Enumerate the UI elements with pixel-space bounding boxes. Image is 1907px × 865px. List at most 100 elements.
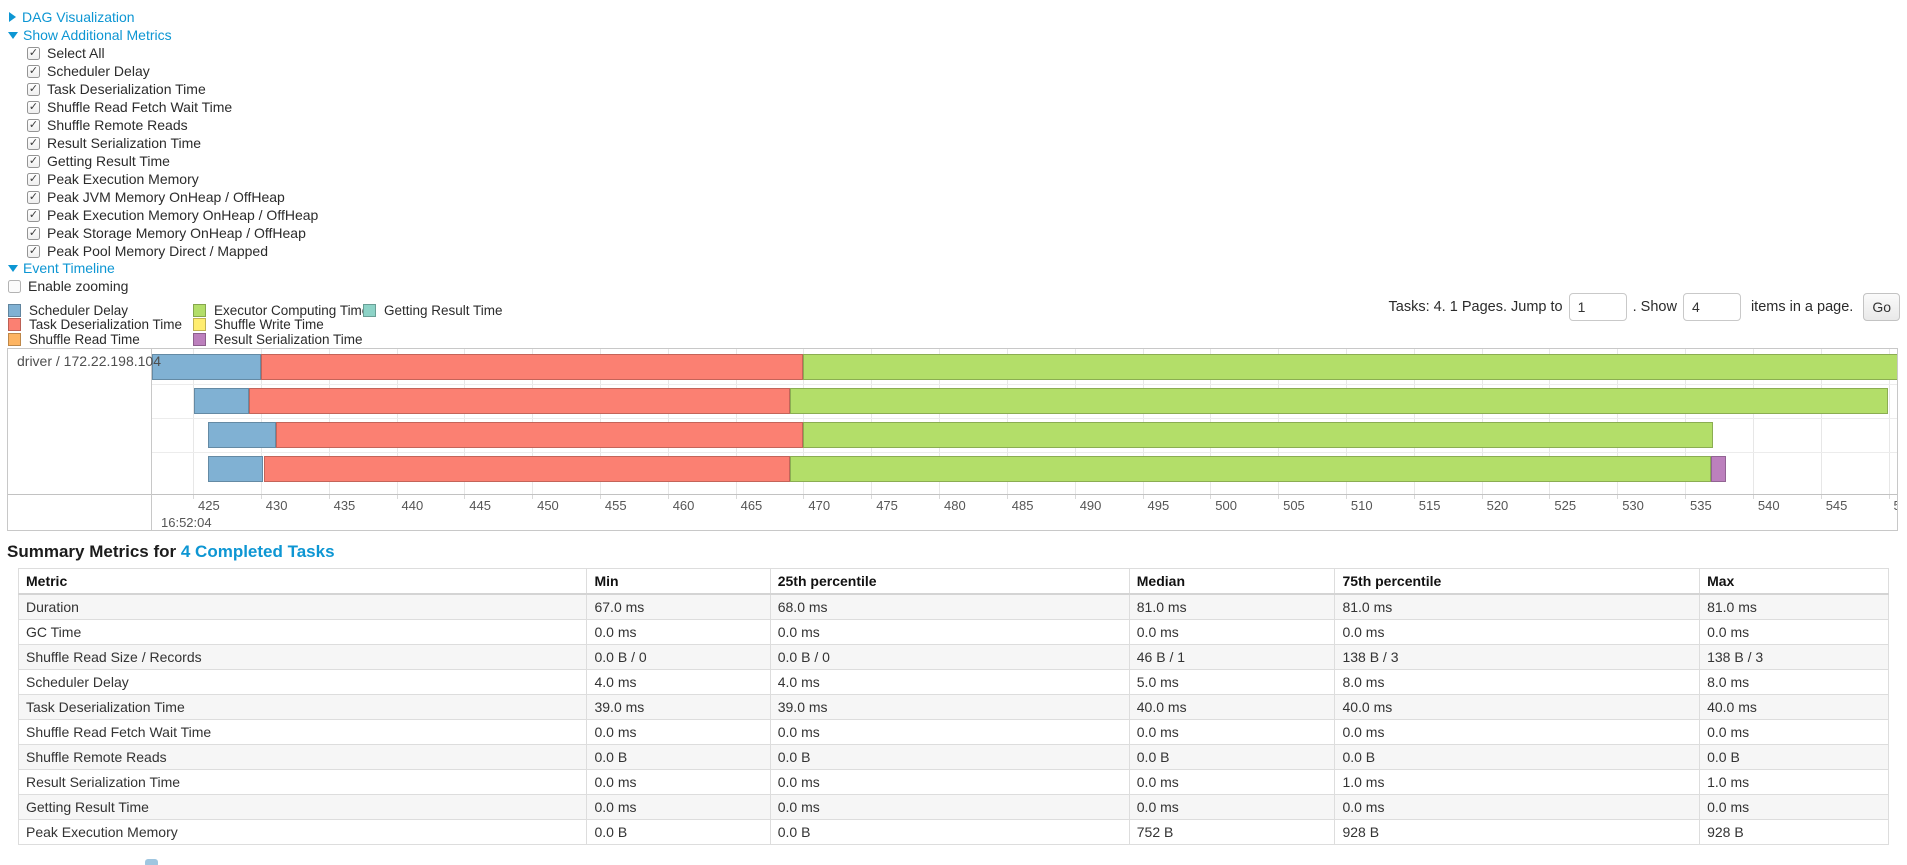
axis-gridline — [532, 349, 534, 494]
metric-name-cell: Shuffle Read Fetch Wait Time — [17, 719, 588, 745]
metric-checkbox-row[interactable]: ✓ Getting Result Time — [27, 152, 170, 170]
task-bar-segment-scheduler-delay[interactable] — [152, 354, 261, 380]
collapsed-arrow-icon — [9, 12, 16, 22]
axis-tick-label: 450 — [537, 498, 559, 513]
axis-tick-label: 470 — [808, 498, 831, 513]
task-bar-segment-executor-computing[interactable] — [803, 354, 1897, 380]
task-bar-segment-result-serialization[interactable] — [1710, 456, 1726, 482]
table-row: Shuffle Read Fetch Wait Time 0.0 ms 0.0 ms… — [17, 719, 1889, 745]
metric-value-cell: 0.0 ms — [769, 794, 1130, 820]
enable-zooming-checkbox-row[interactable]: Enable zooming — [8, 277, 128, 295]
metric-checkbox[interactable]: ✓ — [27, 46, 40, 60]
metric-checkbox[interactable]: ✓ — [27, 244, 40, 258]
metric-checkbox[interactable]: ✓ — [27, 136, 40, 150]
axis-tick — [735, 494, 737, 499]
metric-value-cell: 40.0 ms — [1128, 694, 1336, 720]
metric-checkbox-row[interactable]: ✓ Shuffle Remote Reads — [27, 116, 188, 134]
metric-checkbox[interactable]: ✓ — [27, 64, 40, 78]
metric-value-cell: 0.0 ms — [586, 619, 771, 645]
event-timeline-label[interactable]: Event Timeline — [23, 260, 115, 276]
axis-tick — [1278, 494, 1280, 499]
metric-checkbox-row[interactable]: ✓ Peak Execution Memory — [27, 170, 199, 188]
axis-tick-label: 515 — [1418, 498, 1441, 513]
task-bar-segment-executor-computing[interactable] — [803, 422, 1714, 448]
metric-checkbox-row[interactable]: ✓ Select All — [27, 44, 105, 62]
task-bar-segment-scheduler-delay[interactable] — [194, 388, 249, 414]
metric-value-cell: 0.0 B — [1128, 744, 1336, 770]
legend-column: Executor Computing Time Shuffle Write Tim… — [193, 303, 369, 347]
metric-value-cell: 0.0 B — [1699, 744, 1889, 770]
jump-to-page-input[interactable] — [1568, 293, 1627, 321]
show-additional-metrics-label[interactable]: Show Additional Metrics — [23, 27, 172, 43]
axis-tick-label: 500 — [1215, 498, 1237, 513]
axis-tick-label: 445 — [469, 498, 491, 513]
metric-checkbox[interactable]: ✓ — [27, 172, 40, 186]
legend-item: Executor Computing Time — [193, 303, 369, 318]
metric-checkbox-row[interactable]: ✓ Result Serialization Time — [27, 134, 201, 152]
legend-item: Getting Result Time — [363, 303, 503, 318]
metric-checkbox[interactable]: ✓ — [27, 208, 40, 222]
task-bar-segment-executor-computing[interactable] — [789, 456, 1711, 482]
axis-gridline — [1006, 349, 1008, 494]
metric-value-cell: 0.0 B — [1334, 744, 1701, 770]
metric-checkbox-row[interactable]: ✓ Shuffle Read Fetch Wait Time — [27, 98, 232, 116]
legend-item: Shuffle Read Time — [8, 332, 182, 347]
items-per-page-input[interactable] — [1682, 293, 1741, 321]
executor-group-label: driver / 172.22.198.104 — [17, 353, 161, 369]
task-bar-segment-task-deserialization[interactable] — [260, 354, 804, 380]
task-bar-segment-scheduler-delay[interactable] — [207, 456, 264, 482]
task-bar-segment-task-deserialization[interactable] — [248, 388, 790, 414]
metric-value-cell: 81.0 ms — [1699, 593, 1889, 620]
metric-checkbox[interactable]: ✓ — [27, 82, 40, 96]
metric-value-cell: 67.0 ms — [586, 593, 771, 620]
row-separator — [151, 418, 1897, 419]
metric-checkbox[interactable]: ✓ — [27, 190, 40, 204]
legend-item-label: Getting Result Time — [384, 302, 503, 318]
summary-col-header: 25th percentile — [769, 568, 1130, 595]
axis-gridline — [1888, 349, 1890, 494]
task-bar-segment-task-deserialization[interactable] — [275, 422, 804, 448]
task-bar-segment-scheduler-delay[interactable] — [207, 422, 276, 448]
axis-separator-line — [8, 494, 1897, 495]
axis-tick-label: 505 — [1283, 498, 1305, 513]
show-additional-metrics-toggle[interactable]: Show Additional Metrics — [7, 26, 172, 44]
event-timeline-toggle[interactable]: Event Timeline — [7, 259, 115, 277]
completed-tasks-link[interactable]: 4 Completed Tasks — [180, 542, 335, 561]
metric-value-cell: 81.0 ms — [1334, 593, 1701, 620]
metric-checkbox-row[interactable]: ✓ Task Deserialization Time — [27, 80, 206, 98]
legend-item: Task Deserialization Time — [8, 317, 182, 332]
metric-checkbox-label: Scheduler Delay — [47, 63, 150, 79]
legend-column: Scheduler Delay Task Deserialization Time… — [8, 303, 182, 347]
task-bar-segment-task-deserialization[interactable] — [263, 456, 790, 482]
enable-zooming-checkbox[interactable] — [8, 279, 21, 293]
metric-checkbox[interactable]: ✓ — [27, 118, 40, 132]
metric-checkbox[interactable]: ✓ — [27, 100, 40, 114]
summary-col-header: Min — [586, 568, 771, 595]
table-row: Scheduler Delay 4.0 ms 4.0 ms 5.0 ms 8.0 ms 8… — [17, 669, 1889, 695]
table-row: Peak Execution Memory 0.0 B 0.0 B 752 B 928 … — [17, 819, 1889, 845]
legend-item: Shuffle Write Time — [193, 317, 369, 332]
axis-tick — [1006, 494, 1008, 499]
summary-col-header: Max — [1699, 568, 1889, 595]
axis-tick — [464, 494, 466, 499]
dag-visualization-label[interactable]: DAG Visualization — [22, 9, 135, 25]
metric-checkbox[interactable]: ✓ — [27, 226, 40, 240]
metric-value-cell: 0.0 ms — [1128, 769, 1336, 795]
axis-gridline — [1074, 349, 1076, 494]
dag-visualization-toggle[interactable]: DAG Visualization — [7, 8, 135, 26]
pagination-mid-text: . Show — [1632, 299, 1677, 315]
axis-tick — [939, 494, 940, 499]
metric-checkbox-row[interactable]: ✓ Peak Execution Memory OnHeap / OffHeap — [27, 206, 318, 224]
metric-value-cell: 0.0 ms — [1699, 794, 1889, 820]
table-row: GC Time 0.0 ms 0.0 ms 0.0 ms 0.0 ms 0.0 ms — [17, 619, 1889, 645]
metric-checkbox-row[interactable]: ✓ Peak Pool Memory Direct / Mapped — [27, 242, 268, 260]
table-row: Duration 67.0 ms 68.0 ms 81.0 ms 81.0 ms 81.0… — [17, 593, 1889, 620]
metric-checkbox-row[interactable]: ✓ Peak JVM Memory OnHeap / OffHeap — [27, 188, 285, 206]
axis-gridline — [260, 349, 262, 494]
go-button[interactable]: Go — [1863, 293, 1900, 321]
metric-value-cell: 0.0 ms — [1128, 719, 1336, 745]
task-bar-segment-executor-computing[interactable] — [789, 388, 1889, 414]
metric-checkbox-row[interactable]: ✓ Peak Storage Memory OnHeap / OffHeap — [27, 224, 306, 242]
metric-checkbox-row[interactable]: ✓ Scheduler Delay — [27, 62, 150, 80]
metric-checkbox[interactable]: ✓ — [27, 154, 40, 168]
